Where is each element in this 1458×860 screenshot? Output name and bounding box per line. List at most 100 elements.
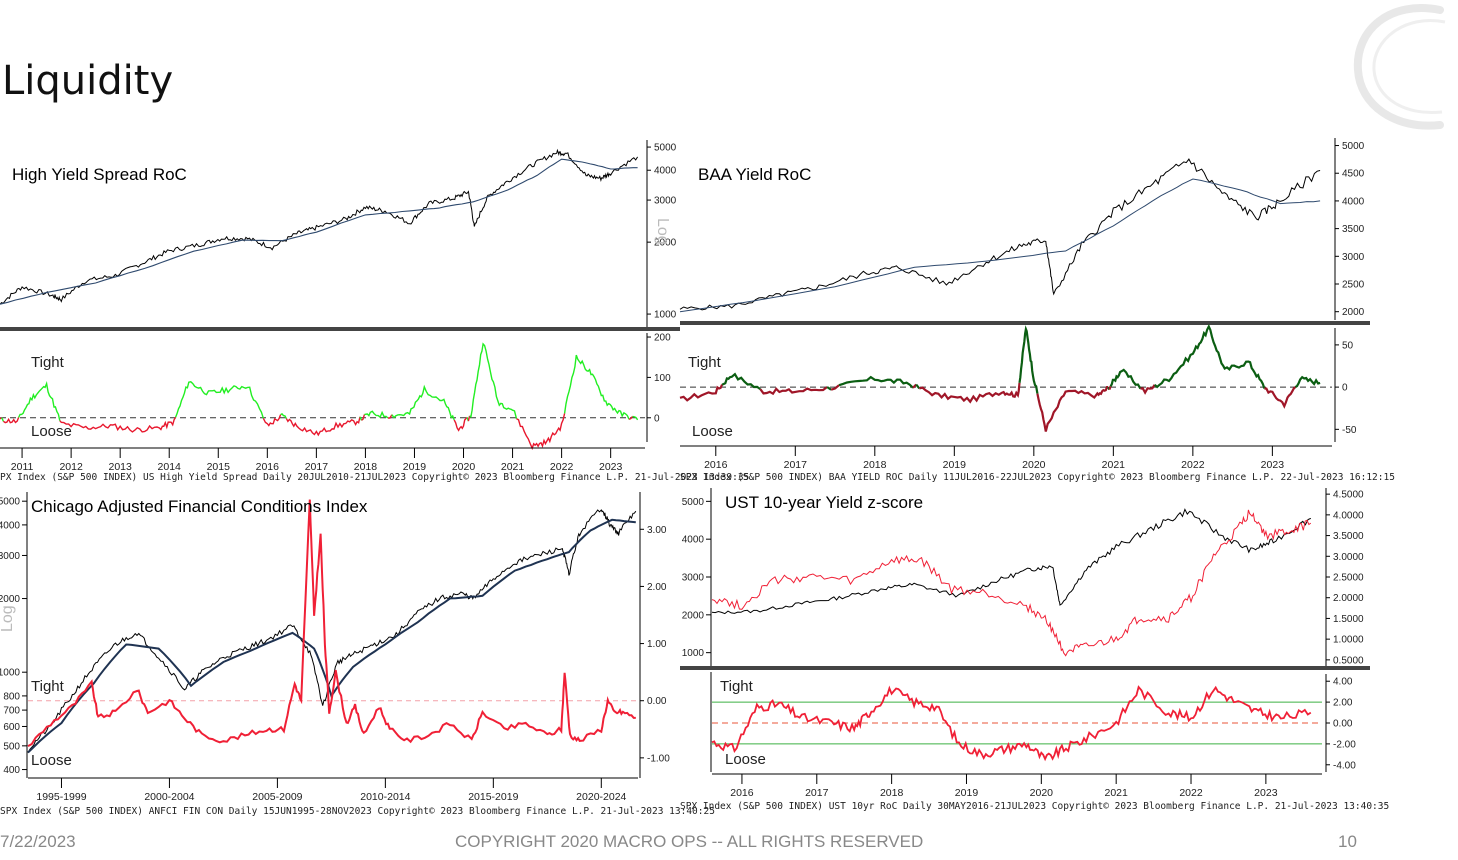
upper-y-tick-label: 2000	[1342, 307, 1365, 318]
oscillator-positive-line	[1, 417, 5, 422]
left-y-tick-label: 500	[3, 741, 20, 752]
x-tick-label: 2011	[11, 461, 34, 473]
oscillator-positive-line	[280, 413, 288, 419]
upper-right-y-tick-label: 4.0000	[1333, 510, 1364, 521]
oscillator-negative-line	[59, 416, 177, 433]
left-y-tick-label: 1000	[682, 648, 705, 659]
chart-high-yield-spread-svg: 1000 2000 3000 4000 5000 Log 0 100 200 2011 2012 20…	[0, 140, 680, 473]
x-tick-label: 2020	[1022, 459, 1046, 471]
oscillator-positive-line	[632, 415, 639, 421]
left-y-tick-label: 5000	[682, 497, 705, 508]
chart-title: UST 10-year Yield z-score	[725, 493, 924, 512]
price-line	[679, 158, 1321, 311]
panel-divider	[680, 666, 1370, 670]
footer-date: 7/22/2023	[0, 832, 76, 851]
x-tick-label: 2018	[880, 787, 904, 799]
oscillator-positive-line	[826, 386, 832, 391]
x-tick-label: 2016	[704, 459, 728, 471]
oscillator-positive-line	[469, 342, 518, 419]
oscillator-positive-line	[563, 354, 630, 420]
upper-y-tick-label: 4500	[1342, 169, 1365, 180]
footer-copyright: COPYRIGHT 2020 MACRO OPS -- ALL RIGHTS R…	[455, 832, 924, 851]
right-y-tick-label: 1.00	[647, 639, 667, 650]
x-tick-label: 1995-1999	[36, 791, 86, 803]
chart-ust-zscore-svg: 1000 2000 3000 4000 5000 0.5000 1.0000 1.5000 2.…	[680, 488, 1370, 799]
footer-page-number: 10	[1338, 832, 1357, 851]
loose-label: Loose	[692, 423, 733, 440]
oscillator-negative-line	[628, 416, 634, 420]
tight-label: Tight	[720, 678, 753, 695]
oscillator-positive-line	[174, 381, 265, 419]
oscillator-positive-line	[1018, 325, 1039, 394]
oscillator-positive-line	[915, 383, 921, 390]
upper-right-y-tick-label: 3.5000	[1333, 531, 1364, 542]
tight-label: Tight	[31, 354, 64, 371]
oscillator-negative-line	[1140, 384, 1156, 395]
left-y-tick-label: 600	[3, 722, 20, 733]
chart-chicago-fci-svg: 400 500 600 700 800 1000 2000 3000 4000 5000 Log -1…	[0, 492, 670, 803]
upper-y-tick-label: 3500	[1342, 224, 1365, 235]
x-tick-label: 2021	[1104, 787, 1128, 799]
left-y-tick-label: 400	[3, 765, 20, 776]
oscillator-negative-line	[361, 414, 366, 421]
left-y-tick-label: 3000	[0, 551, 20, 562]
x-tick-label: 2023	[1254, 787, 1278, 799]
upper-y-tick-label: 3000	[654, 196, 677, 207]
lower-right-y-tick-label: 2.00	[1333, 698, 1353, 709]
left-y-tick-label: 1000	[0, 668, 20, 679]
upper-y-tick-label: 4000	[1342, 196, 1365, 207]
oscillator-positive-line	[1153, 323, 1266, 389]
oscillator-positive-line	[17, 381, 61, 421]
left-y-tick-label: 5000	[0, 497, 20, 508]
zscore-line	[711, 685, 1312, 762]
lower-right-y-tick-label: -4.00	[1333, 760, 1356, 771]
x-tick-label: 2012	[59, 461, 83, 473]
left-y-tick-label: 3000	[682, 573, 705, 584]
x-tick-label: 2021	[501, 461, 525, 473]
x-tick-label: 2010-2014	[360, 791, 410, 803]
chart-baa-yield-svg: 2000 2500 3000 3500 4000 4500 5000 -50 0 50 2016 20…	[679, 138, 1370, 471]
left-y-tick-label: 800	[3, 691, 20, 702]
oscillator-negative-line	[467, 415, 471, 422]
x-tick-label: 2015-2019	[468, 791, 518, 803]
x-tick-label: 2014	[158, 461, 182, 473]
x-tick-label: 2021	[1102, 459, 1126, 471]
x-tick-label: 2020	[452, 461, 476, 473]
upper-right-y-tick-label: 0.5000	[1333, 655, 1364, 666]
oscillator-positive-line	[1294, 375, 1321, 389]
x-tick-label: 2016	[730, 787, 754, 799]
x-tick-label: 2019	[955, 787, 979, 799]
left-y-tick-label: 4000	[682, 535, 705, 546]
oscillator-negative-line	[453, 416, 468, 432]
right-y-tick-label: -1.00	[647, 753, 670, 764]
x-tick-label: 2023	[599, 461, 623, 473]
upper-y-tick-label: 1000	[654, 310, 677, 321]
upper-y-tick-label: 2500	[1342, 280, 1365, 291]
slide-title: Liquidity	[2, 58, 174, 104]
fci-line	[27, 499, 636, 747]
panel-divider	[680, 321, 1370, 325]
loose-label: Loose	[31, 752, 72, 769]
right-y-tick-label: 3.00	[647, 525, 667, 536]
lower-y-tick-label: 200	[654, 333, 671, 344]
upper-right-y-tick-label: 1.0000	[1333, 635, 1364, 646]
upper-right-y-tick-label: 3.0000	[1333, 552, 1364, 563]
x-tick-label: 2005-2009	[252, 791, 302, 803]
x-tick-label: 2022	[1179, 787, 1203, 799]
oscillator-positive-line	[1109, 368, 1142, 390]
chart-title: BAA Yield RoC	[698, 165, 812, 184]
chart-title: High Yield Spread RoC	[12, 165, 187, 184]
upper-y-tick-label: 2000	[654, 238, 677, 249]
oscillator-negative-line	[262, 414, 282, 427]
lower-y-tick-label: -50	[1342, 425, 1357, 436]
x-tick-label: 2022	[550, 461, 574, 473]
oscillator-negative-line	[285, 416, 361, 437]
lower-right-y-tick-label: 4.00	[1333, 677, 1353, 688]
oscillator-negative-line	[1108, 385, 1112, 390]
tight-label: Tight	[31, 678, 64, 695]
left-y-tick-label: 2000	[0, 594, 20, 605]
oscillator-negative-line	[1264, 386, 1297, 409]
loose-label: Loose	[725, 751, 766, 768]
upper-y-tick-label: 5000	[1342, 141, 1365, 152]
tight-label: Tight	[688, 354, 721, 371]
